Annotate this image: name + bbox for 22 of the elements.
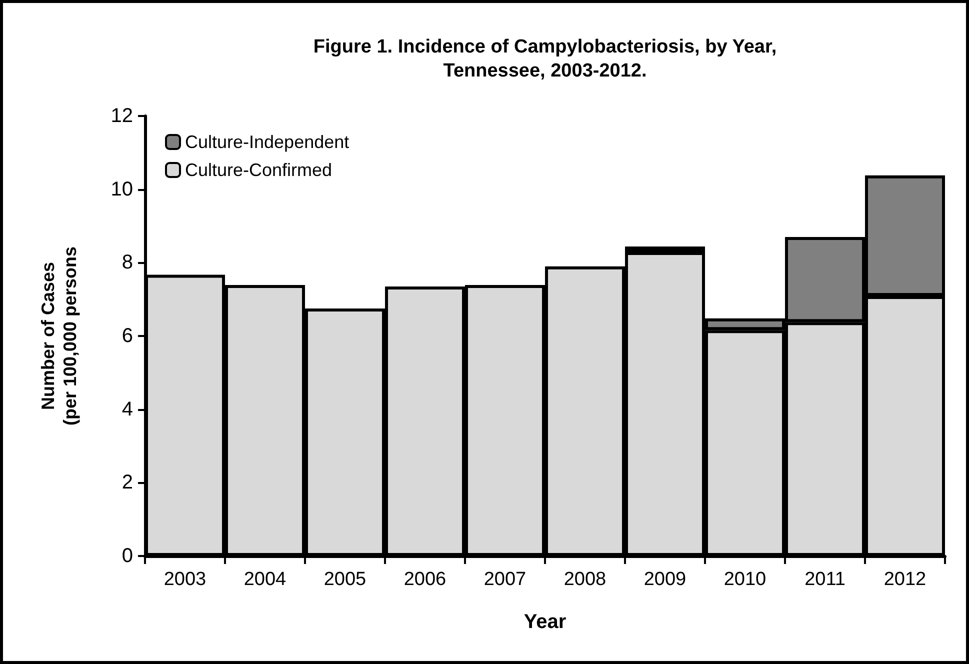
- x-tick-label: 2008: [564, 569, 606, 590]
- x-tick-label: 2005: [324, 569, 366, 590]
- y-axis-title: Number of Cases (per 100,000 persons: [38, 246, 80, 426]
- y-tick-label: 12: [110, 105, 133, 127]
- y-tick-label: 2: [122, 472, 133, 494]
- x-tick-label: 2003: [164, 569, 206, 590]
- legend-label: Culture-Independent: [185, 132, 350, 152]
- y-tick-label: 6: [122, 325, 133, 347]
- x-tick-label: 2006: [404, 569, 446, 590]
- y-tick-label: 4: [122, 398, 133, 420]
- y-tick-label: 10: [110, 178, 133, 200]
- x-tick-label: 2007: [484, 569, 526, 590]
- legend-label: Culture-Confirmed: [185, 160, 332, 180]
- y-tick-label: 8: [122, 252, 133, 274]
- x-tick-label: 2009: [644, 569, 686, 590]
- x-axis-title: Year: [524, 611, 566, 633]
- x-tick-label: 2011: [804, 569, 846, 590]
- x-tick-label: 2010: [724, 569, 766, 590]
- y-tick-label: 0: [122, 545, 133, 567]
- x-tick-label: 2004: [244, 569, 287, 590]
- chart-title: Figure 1. Incidence of Campylobacteriosis, by Year, Tennessee, 2003-2012.: [313, 36, 777, 82]
- x-tick-label: 2012: [884, 569, 926, 590]
